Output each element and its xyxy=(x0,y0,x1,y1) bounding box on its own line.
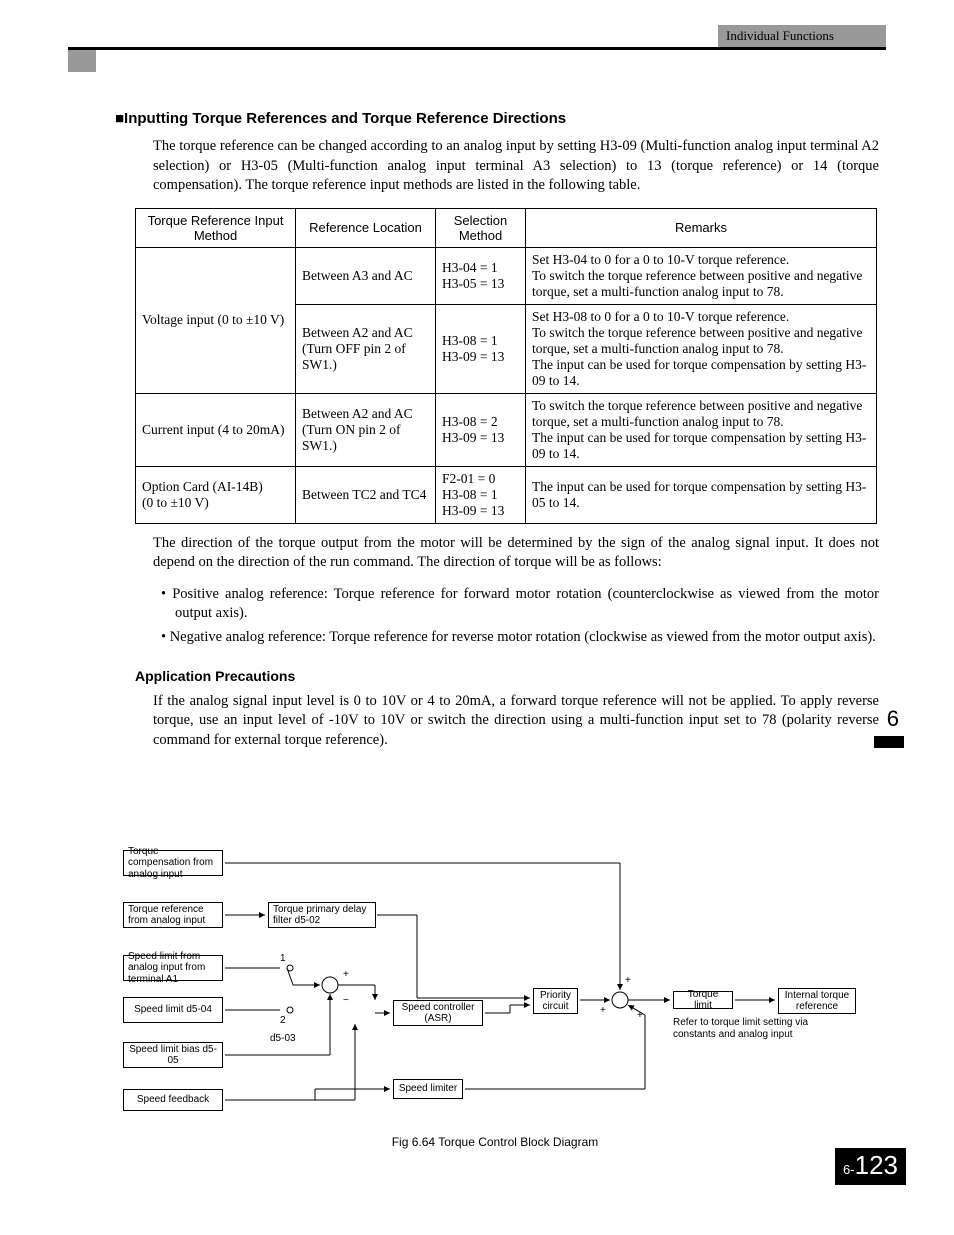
cell-location: Between A2 and AC (Turn ON pin 2 of SW1.… xyxy=(296,393,436,466)
th-location: Reference Location xyxy=(296,208,436,247)
side-chapter-number: 6 xyxy=(887,706,899,732)
cell-location: Between A2 and AC (Turn OFF pin 2 of SW1… xyxy=(296,304,436,393)
table-header-row: Torque Reference Input Method Reference … xyxy=(136,208,877,247)
label-plus1: + xyxy=(343,969,349,981)
page-number: 6-123 xyxy=(835,1148,906,1185)
label-minus1: − xyxy=(343,995,349,1007)
cell-method: Current input (4 to 20mA) xyxy=(136,393,296,466)
table-row: Current input (4 to 20mA) Between A2 and… xyxy=(136,393,877,466)
header-title: Individual Functions xyxy=(718,25,886,47)
label-plus-top: + xyxy=(625,975,631,987)
db-speed-controller: Speed controller (ASR) xyxy=(393,1000,483,1026)
table-row: Voltage input (0 to ±10 V) Between A3 an… xyxy=(136,247,877,304)
page-num: 123 xyxy=(855,1150,898,1180)
cell-remarks: Set H3-08 to 0 for a 0 to 10-V torque re… xyxy=(526,304,877,393)
cell-location: Between TC2 and TC4 xyxy=(296,466,436,523)
label-d503: d5-03 xyxy=(270,1033,296,1045)
cell-location: Between A3 and AC xyxy=(296,247,436,304)
db-torque-comp: Torque compensation from analog input xyxy=(123,850,223,876)
db-speed-limit-bias: Speed limit bias d5-05 xyxy=(123,1042,223,1068)
header-rule xyxy=(68,47,886,50)
db-torque-ref: Torque reference from analog input xyxy=(123,902,223,928)
cell-selection: H3-08 = 2 H3-09 = 13 xyxy=(436,393,526,466)
db-speed-limit-d504: Speed limit d5-04 xyxy=(123,997,223,1023)
db-internal-ref: Internal torque reference xyxy=(778,988,856,1014)
cell-remarks: The input can be used for torque compens… xyxy=(526,466,877,523)
bullet-2: • Negative analog reference: Torque refe… xyxy=(175,628,879,648)
th-remarks: Remarks xyxy=(526,208,877,247)
label-note: Refer to torque limit setting via consta… xyxy=(673,1017,853,1040)
label-sw1: 1 xyxy=(280,953,286,965)
label-plus-mid: + xyxy=(600,1005,606,1017)
cell-selection: H3-08 = 1 H3-09 = 13 xyxy=(436,304,526,393)
cell-remarks: Set H3-04 to 0 for a 0 to 10-V torque re… xyxy=(526,247,877,304)
db-speed-limiter: Speed limiter xyxy=(393,1079,463,1099)
db-speed-feedback: Speed feedback xyxy=(123,1089,223,1111)
precautions-title: Application Precautions xyxy=(135,668,879,684)
header-tab xyxy=(68,50,96,72)
cell-method: Voltage input (0 to ±10 V) xyxy=(136,247,296,393)
cell-method: Option Card (AI-14B) (0 to ±10 V) xyxy=(136,466,296,523)
reference-table: Torque Reference Input Method Reference … xyxy=(135,208,877,524)
section-title: ■Inputting Torque References and Torque … xyxy=(115,110,879,127)
diagram-lines xyxy=(115,845,875,1155)
section-intro: The torque reference can be changed acco… xyxy=(153,137,879,196)
after-table-p1: The direction of the torque output from … xyxy=(153,534,879,573)
page-chapter: 6- xyxy=(843,1162,855,1177)
main-content: ■Inputting Torque References and Torque … xyxy=(115,100,879,762)
label-sw2: 2 xyxy=(280,1015,286,1027)
th-method: Torque Reference Input Method xyxy=(136,208,296,247)
bullet-1: • Positive analog reference: Torque refe… xyxy=(175,585,879,624)
cell-remarks: To switch the torque reference between p… xyxy=(526,393,877,466)
db-torque-limit: Torque limit xyxy=(673,991,733,1009)
precautions-text: If the analog signal input level is 0 to… xyxy=(153,692,879,751)
cell-selection: F2-01 = 0 H3-08 = 1 H3-09 = 13 xyxy=(436,466,526,523)
th-selection: Selection Method xyxy=(436,208,526,247)
diagram-caption: Fig 6.64 Torque Control Block Diagram xyxy=(115,1135,875,1149)
side-tab xyxy=(874,736,904,748)
db-speed-limit-a1: Speed limit from analog input from termi… xyxy=(123,955,223,981)
label-plus-bot: + xyxy=(637,1010,643,1022)
db-torque-filter: Torque primary delay filter d5-02 xyxy=(268,902,376,928)
cell-selection: H3-04 = 1 H3-05 = 13 xyxy=(436,247,526,304)
table-row: Option Card (AI-14B) (0 to ±10 V) Betwee… xyxy=(136,466,877,523)
db-priority: Priority circuit xyxy=(533,988,578,1014)
block-diagram: Torque compensation from analog input To… xyxy=(115,845,875,1155)
